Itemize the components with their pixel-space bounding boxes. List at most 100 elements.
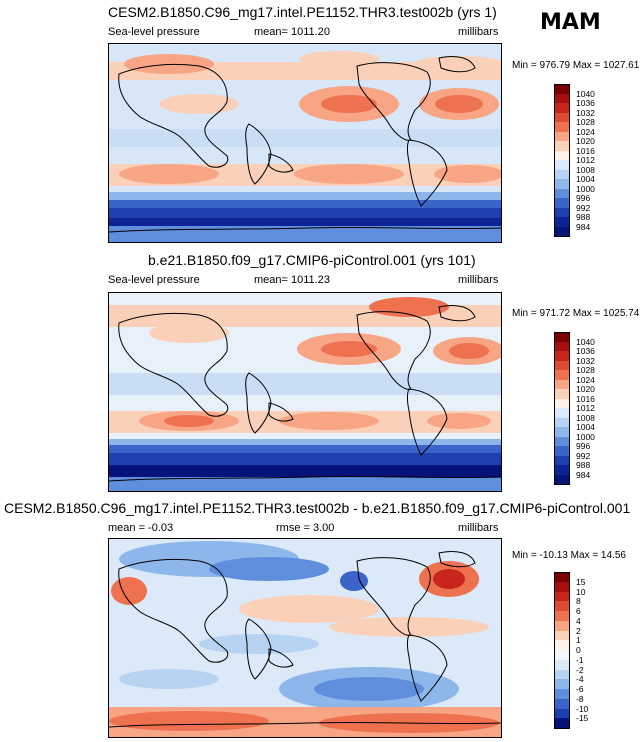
colorbar-tick-label: 1040 [576,336,595,347]
colorbar-tick-label: 8 [576,596,581,607]
colorbar-tick-label: 1016 [576,145,595,156]
colorbar-swatch [554,591,570,602]
colorbar-tick-label: 984 [576,221,591,232]
panel-3-title: CESM2.B1850.C96_mg17.intel.PE1152.THR3.t… [4,500,631,516]
colorbar-tick-label: 15 [576,576,586,587]
colorbar-swatch [554,198,570,208]
colorbar-swatch [554,179,570,189]
panel-3-minmax: Min = -10.13 Max = 14.56 [512,550,626,561]
colorbar-swatch [554,103,570,113]
colorbar-swatch [554,408,570,418]
colorbar-tick-label: -1 [576,654,584,665]
colorbar-swatch [554,341,570,352]
colorbar-tick-label: 996 [576,193,591,203]
colorbar-tick-label: -15 [576,713,589,724]
colorbar-tick-label: 1012 [576,155,595,165]
colorbar-swatch [554,427,570,437]
colorbar-swatch [554,474,570,485]
colorbar-swatch [554,360,570,371]
colorbar-tick-label: -10 [576,703,589,714]
colorbar-tick-label: 1016 [576,393,595,404]
colorbar-tick-label: 988 [576,460,591,470]
colorbar-tick-label: 1024 [576,374,595,385]
colorbar-swatch [554,572,570,583]
colorbar-swatch [554,708,570,719]
colorbar-tick-label: -4 [576,674,584,685]
colorbar-swatch [554,351,570,361]
colorbar-swatch [554,659,570,670]
panel-3-colorbar: 15 10 8 6 4 2 1 0 -1 -2 -4 -6 -8 -10 -15 [554,572,604,729]
colorbar-swatch [554,620,570,631]
colorbar-tick-label: 1008 [576,164,595,175]
panel-3-map-svg [109,539,501,737]
panel-3-rmse-label: rmse = 3.00 [276,522,335,534]
colorbar-tick-label: 1028 [576,117,595,127]
panel-1-units-label: millibars [458,26,499,38]
panel-1-map [108,43,502,243]
colorbar-swatch [554,718,570,729]
colorbar-swatch [554,84,570,94]
colorbar-tick-label: 1032 [576,107,595,118]
colorbar-swatch [554,698,570,709]
colorbar-tick-label: 1 [576,635,581,646]
colorbar-tick-label: 0 [576,645,581,655]
colorbar-swatch [554,446,570,456]
colorbar-tick-label: 992 [576,450,591,461]
panel-1-title: CESM2.B1850.C96_mg17.intel.PE1152.THR3.t… [108,4,497,20]
colorbar-swatch [554,379,570,390]
colorbar-tick-label: 1004 [576,422,595,432]
panel-2-map [108,292,502,492]
colorbar-swatch [554,669,570,680]
panel-2-units-label: millibars [458,274,499,286]
colorbar-swatch [554,112,570,123]
panel-1-minmax: Min = 976.79 Max = 1027.61 [512,60,640,71]
colorbar-swatch [554,332,570,342]
season-label: MAM [540,10,601,35]
colorbar-tick-label: 1020 [576,136,595,146]
panel-2-title: b.e21.B1850.f09_g17.CMIP6-piControl.001 … [148,252,476,268]
colorbar-swatch [554,611,570,622]
colorbar-swatch [554,465,570,475]
colorbar-tick-label: -6 [576,684,584,694]
colorbar-swatch [554,370,570,380]
colorbar-tick-label: 10 [576,586,586,597]
colorbar-tick-label: 984 [576,469,591,480]
colorbar-tick-label: 1012 [576,403,595,413]
colorbar-tick-label: 996 [576,441,591,451]
panel-2-left-label: Sea-level pressure [108,274,200,286]
colorbar-swatch [554,581,570,592]
colorbar-swatch [554,141,570,151]
colorbar-swatch [554,601,570,612]
colorbar-swatch [554,417,570,428]
colorbar-tick-label: 1028 [576,365,595,375]
colorbar-swatch [554,679,570,690]
panel-1-left-label: Sea-level pressure [108,26,200,38]
panel-1-mean-label: mean= 1011.20 [254,26,330,38]
colorbar-tick-label: 988 [576,212,591,222]
colorbar-tick-label: 1036 [576,98,595,108]
colorbar-swatch [554,630,570,641]
colorbar-tick-label: 2 [576,625,581,636]
panel-2-map-svg [109,293,501,491]
colorbar-swatch [554,389,570,399]
colorbar-swatch [554,640,570,651]
colorbar-tick-label: 1020 [576,384,595,394]
colorbar-tick-label: 1040 [576,88,595,99]
colorbar-tick-label: 1008 [576,412,595,423]
colorbar-swatch [554,689,570,700]
panel-1-map-svg [109,44,501,242]
colorbar-swatch [554,650,570,661]
colorbar-tick-label: -8 [576,693,584,704]
colorbar-swatch [554,188,570,199]
panel-3-map [108,538,502,738]
colorbar-swatch [554,207,570,218]
panel-2-colorbar: 1040 1036 1032 1028 1024 1020 1016 1012 1008 1004… [554,332,604,485]
panel-1-colorbar: 1040 1036 1032 1028 1024 1020 1016 1012 1008 1004… [554,84,604,237]
colorbar-swatch [554,122,570,132]
colorbar-tick-label: 1032 [576,355,595,366]
panel-2-mean-label: mean= 1011.23 [254,274,330,286]
colorbar-tick-label: 992 [576,202,591,213]
colorbar-tick-label: 1036 [576,346,595,356]
colorbar-swatch [554,93,570,104]
colorbar-swatch [554,455,570,466]
